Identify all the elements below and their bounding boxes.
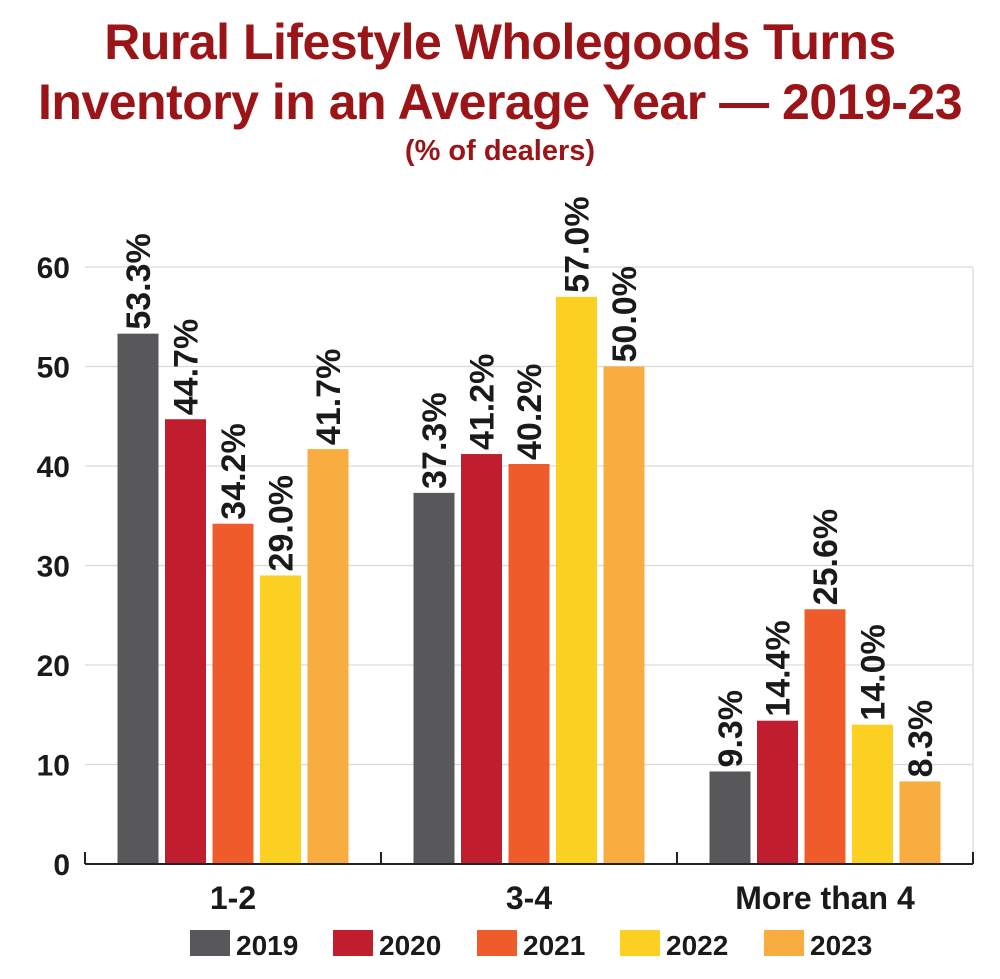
legend-label-2019: 2019 [236, 930, 298, 961]
legend-label-2023: 2023 [810, 930, 872, 961]
bar-2020-0 [165, 419, 206, 864]
data-label: 14.0% [855, 624, 893, 720]
bar-2020-2 [757, 720, 798, 864]
y-tick-label: 40 [37, 451, 70, 484]
legend-label-2021: 2021 [523, 930, 585, 961]
data-label: 53.3% [120, 233, 158, 329]
data-label: 41.7% [310, 349, 348, 445]
bar-2019-0 [117, 333, 159, 864]
y-tick-label: 50 [37, 352, 70, 385]
data-label: 25.6% [807, 509, 845, 605]
data-label: 14.4% [760, 620, 798, 716]
y-tick-label: 20 [37, 650, 70, 683]
legend: 2019 2020 2021 2022 2023 [190, 930, 872, 961]
chart-title: Rural Lifestyle Wholegoods Turns [104, 14, 896, 70]
y-tick-label: 10 [37, 750, 70, 783]
chart-subtitle: (% of dealers) [404, 135, 596, 167]
x-category-label: 1-2 [210, 880, 256, 916]
x-category-label: More than 4 [735, 880, 915, 916]
bar-2021-2 [804, 609, 846, 864]
data-label: 40.2% [511, 364, 549, 460]
data-label: 8.3% [902, 700, 940, 778]
legend-swatch-2019 [190, 930, 230, 956]
bar-2021-0 [212, 523, 254, 864]
y-tick-label: 30 [37, 551, 70, 584]
data-label: 37.3% [416, 392, 454, 488]
data-label: 57.0% [559, 196, 597, 292]
bar-2023-1 [603, 366, 645, 864]
bars [117, 296, 941, 865]
y-tick-label: 0 [53, 849, 70, 882]
chart-title-line2: Inventory in an Average Year — 2019-23 [37, 74, 963, 130]
legend-swatch-2023 [764, 930, 804, 956]
data-label: 44.7% [168, 319, 206, 415]
bar-2023-2 [899, 781, 941, 864]
bar-2020-1 [461, 454, 502, 864]
bar-2022-0 [260, 575, 301, 864]
legend-swatch-2022 [620, 930, 660, 956]
data-labels: 53.3% 44.7%34.2% 29.0%41.7% 37.3% 41.2% 40.2%… [120, 196, 940, 777]
data-label: 9.3% [712, 690, 750, 768]
data-label: 34.2% [215, 423, 253, 519]
bar-2022-1 [556, 296, 597, 865]
x-axis: 1-2 3-4 More than 4 [84, 852, 974, 916]
x-category-label: 3-4 [506, 880, 552, 916]
bar-2022-2 [852, 724, 893, 864]
legend-label-2020: 2020 [379, 930, 441, 961]
legend-swatch-2021 [477, 930, 517, 956]
data-label: 41.2% [464, 354, 502, 450]
bar-2019-1 [413, 492, 455, 864]
bar-2021-1 [508, 464, 550, 864]
bar-2019-2 [709, 771, 751, 864]
legend-swatch-2020 [333, 930, 373, 956]
bar-2023-0 [307, 449, 349, 864]
data-label: 29.0% [263, 475, 301, 571]
y-axis: 0 10 20 30 40 50 60 [37, 252, 70, 882]
legend-label-2022: 2022 [666, 930, 728, 961]
y-tick-label: 60 [37, 252, 70, 285]
data-label: 50.0% [606, 266, 644, 362]
